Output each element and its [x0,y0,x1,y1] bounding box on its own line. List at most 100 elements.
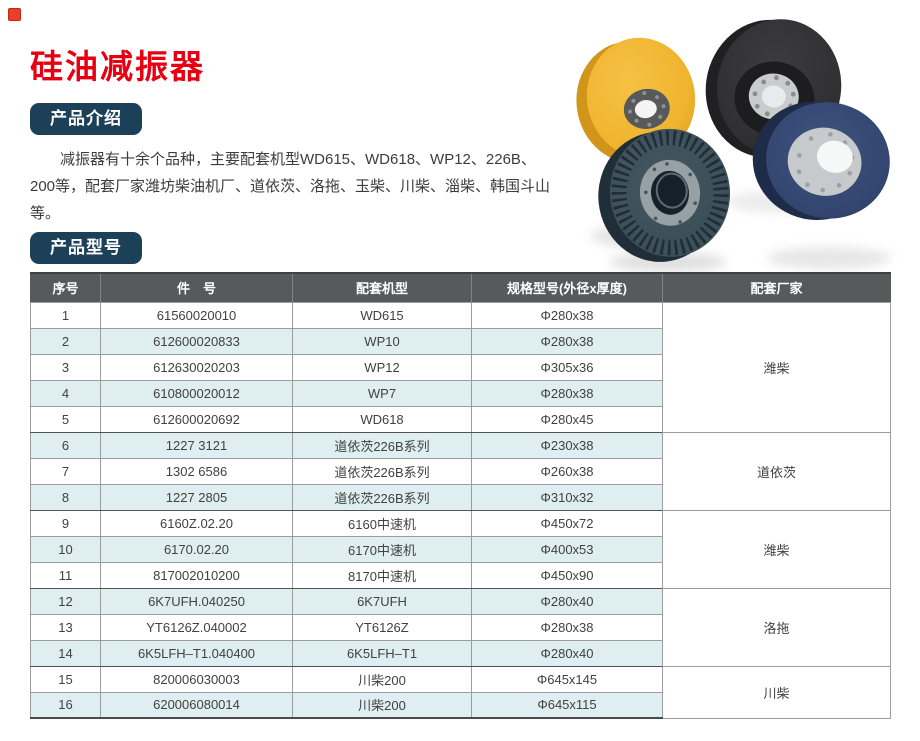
cell-part: 1302 6586 [100,457,293,485]
table-row-8: 8 1227 2805 道依茨226B系列 Φ310x32 [30,483,891,511]
product-dampers-photo [576,19,891,272]
cell-no: 7 [30,457,101,485]
column-header-3: 规格型号(外径x厚度) [471,272,663,303]
cell-spec: Φ450x90 [471,561,663,589]
table-row-7: 7 1302 6586 道依茨226B系列 Φ260x38 [30,457,891,485]
models-section-badge: 产品型号 [30,232,142,264]
column-header-0: 序号 [30,272,101,303]
cell-no: 8 [30,483,101,511]
yellow-damper [576,37,696,164]
cell-manufacturer: 潍柴 [662,301,891,433]
cell-spec: Φ280x38 [471,327,663,355]
cell-no: 16 [30,691,101,719]
cell-spec: Φ280x45 [471,405,663,433]
cell-manufacturer: 川柴 [662,665,891,719]
column-header-4: 配套厂家 [662,272,891,303]
cell-part: 1227 2805 [100,483,293,511]
cell-no: 2 [30,327,101,355]
table-row-14: 14 6K5LFH–T1.040400 6K5LFH–T1 Φ280x40 [30,639,891,667]
cell-spec: Φ645x145 [471,665,663,693]
spec-table-header-row: 序号件 号配套机型 规格型号(外径x厚度) 配套厂家 [30,272,891,303]
intro-paragraph: 减振器有十余个品种，主要配套机型WD615、WD618、WP12、226B、20… [30,151,551,222]
cell-model: 道依茨226B系列 [292,431,472,459]
spec-table-head: 序号件 号配套机型 规格型号(外径x厚度) 配套厂家 [30,272,891,303]
cell-spec: Φ280x38 [471,301,663,329]
cell-manufacturer: 潍柴 [662,509,891,589]
cell-model: 6K5LFH–T1 [292,639,472,667]
table-row-10: 10 6170.02.20 6170中速机 Φ400x53 [30,535,891,563]
cell-model: YT6126Z [292,613,472,641]
finned-slate-damper [598,128,731,262]
cell-part: 6170.02.20 [100,535,293,563]
cell-part: 612630020203 [100,353,293,381]
cell-no: 9 [30,509,101,537]
cell-model: 川柴200 [292,691,472,719]
cell-spec: Φ305x36 [471,353,663,381]
cell-no: 1 [30,301,101,329]
table-row-6: 6 1227 3121 道依茨226B系列 Φ230x38 道依茨 [30,431,891,511]
cell-part: 620006080014 [100,691,293,719]
cell-model: 道依茨226B系列 [292,457,472,485]
table-row-3: 3 612630020203 WP12 Φ305x36 [30,353,891,381]
table-row-2: 2 612600020833 WP10 Φ280x38 [30,327,891,355]
cell-model: 川柴200 [292,665,472,693]
cell-model: WD618 [292,405,472,433]
cell-no: 15 [30,665,101,693]
cell-spec: Φ450x72 [471,509,663,537]
cell-part: 612600020833 [100,327,293,355]
navy-damper [752,101,890,221]
intro-section-badge: 产品介绍 [30,103,142,135]
cell-part: 6K5LFH–T1.040400 [100,639,293,667]
table-row-5: 5 612600020692 WD618 Φ280x45 [30,405,891,433]
broken-image-icon [8,8,21,21]
cell-manufacturer: 洛拖 [662,587,891,667]
cell-model: WP10 [292,327,472,355]
cell-part: 61560020010 [100,301,293,329]
table-row-15: 15 820006030003 川柴200 Φ645x145 川柴 [30,665,891,719]
column-header-2: 配套机型 [292,272,472,303]
cell-no: 6 [30,431,101,459]
cell-spec: Φ280x40 [471,639,663,667]
cell-spec: Φ280x38 [471,613,663,641]
cell-model: 6K7UFH [292,587,472,615]
table-row-4: 4 610800020012 WP7 Φ280x38 [30,379,891,407]
cell-part: YT6126Z.040002 [100,613,293,641]
page-title: 硅油减振器 [30,50,205,86]
cell-no: 3 [30,353,101,381]
cell-no: 5 [30,405,101,433]
spec-table: 序号件 号配套机型 规格型号(外径x厚度) 配套厂家 1 61560020010 WD6… [30,272,891,719]
cell-model: WP12 [292,353,472,381]
cell-model: 道依茨226B系列 [292,483,472,511]
cell-model: 8170中速机 [292,561,472,589]
cell-spec: Φ260x38 [471,457,663,485]
cell-model: 6160中速机 [292,509,472,537]
cell-manufacturer: 道依茨 [662,431,891,511]
cell-spec: Φ280x40 [471,587,663,615]
cell-spec: Φ645x115 [471,691,663,719]
cell-part: 820006030003 [100,665,293,693]
cell-part: 610800020012 [100,379,293,407]
cell-spec: Φ400x53 [471,535,663,563]
cell-no: 12 [30,587,101,615]
cell-no: 14 [30,639,101,667]
table-row-9: 9 6160Z.02.20 6160中速机 Φ450x72 潍柴 [30,509,891,589]
cell-no: 10 [30,535,101,563]
cell-spec: Φ280x38 [471,379,663,407]
cell-model: WD615 [292,301,472,329]
cell-part: 6K7UFH.040250 [100,587,293,615]
table-row-13: 13 YT6126Z.040002 YT6126Z Φ280x38 [30,613,891,641]
table-row-11: 11 817002010200 8170中速机 Φ450x90 [30,561,891,589]
column-header-1: 件 号 [100,272,293,303]
cell-spec: Φ230x38 [471,431,663,459]
cell-model: WP7 [292,379,472,407]
table-row-12: 12 6K7UFH.040250 6K7UFH Φ280x40 洛拖 [30,587,891,667]
cell-model: 6170中速机 [292,535,472,563]
cell-part: 1227 3121 [100,431,293,459]
cell-no: 4 [30,379,101,407]
table-row-1: 1 61560020010 WD615 Φ280x38 潍柴 [30,301,891,433]
table-row-16: 16 620006080014 川柴200 Φ645x115 [30,691,891,719]
spec-table-body: 1 61560020010 WD615 Φ280x38 潍柴 2 612600020833 W… [30,301,891,719]
cell-part: 612600020692 [100,405,293,433]
cell-no: 11 [30,561,101,589]
